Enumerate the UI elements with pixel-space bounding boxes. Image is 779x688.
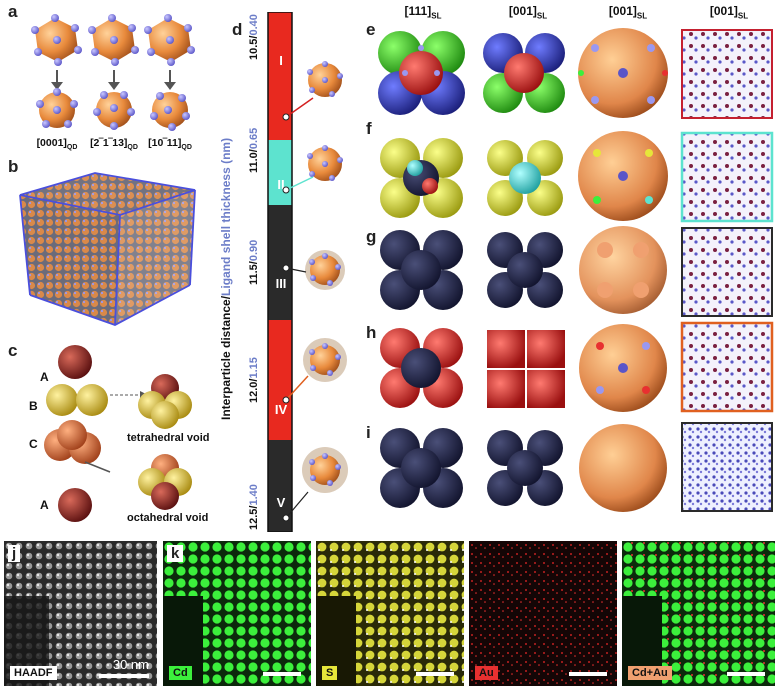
panel-label-k: k bbox=[167, 545, 184, 562]
row-g-view-4 bbox=[681, 227, 773, 317]
scale-bar bbox=[99, 674, 149, 678]
row-h-view-1 bbox=[380, 328, 463, 408]
row-g-view-2 bbox=[487, 232, 563, 308]
phase-label-2: II bbox=[277, 177, 285, 192]
row-h-view-3 bbox=[579, 324, 667, 412]
row-i-view-2 bbox=[487, 430, 563, 506]
haadf-tag: HAADF bbox=[10, 666, 57, 680]
panel-label-f: f bbox=[366, 119, 372, 138]
au-map-texture bbox=[469, 541, 617, 686]
column-header-1: [111]SL bbox=[404, 4, 442, 21]
row-e-view-2 bbox=[483, 33, 565, 113]
panel-label-g: g bbox=[366, 227, 377, 246]
row-i-view-1 bbox=[380, 428, 463, 508]
cd-map-texture bbox=[163, 541, 311, 686]
scale-text: 30 nm bbox=[112, 657, 149, 672]
atom-label-a-bottom: A bbox=[40, 498, 49, 512]
row-e-view-1 bbox=[378, 31, 465, 115]
panel-b-superlattice-cube bbox=[19, 172, 196, 326]
s-scale-bar bbox=[416, 672, 454, 676]
au-tag: Au bbox=[475, 666, 498, 680]
phase-particle-2 bbox=[307, 145, 343, 181]
panel-label-b: b bbox=[8, 157, 19, 176]
direction-label-1: [0001]QD bbox=[36, 137, 78, 152]
cd-scale-bar bbox=[263, 672, 301, 676]
direction-label-2: [2‾1‾13]QD bbox=[90, 137, 138, 152]
atom-label-a-top: A bbox=[40, 370, 49, 384]
panel-j-haadf-image: j HAADF 30 nm bbox=[4, 541, 157, 686]
s-map-texture bbox=[316, 541, 464, 686]
panel-label-d: d bbox=[232, 20, 243, 39]
phase-label-1: I bbox=[279, 53, 283, 68]
y-tick-1: 10.5/0.40 bbox=[248, 14, 260, 60]
superlattice-renders bbox=[378, 28, 774, 512]
phase-label-5: V bbox=[276, 495, 286, 510]
phase-label-4: IV bbox=[274, 402, 288, 417]
row-f-view-2 bbox=[487, 140, 563, 216]
y-tick-4: 12.0/1.15 bbox=[248, 357, 260, 403]
direction-label-3: [10‾11]QD bbox=[148, 137, 192, 152]
row-h-view-4 bbox=[680, 321, 774, 413]
atom-label-b: B bbox=[29, 399, 38, 413]
panel-k-map-au: Au bbox=[469, 541, 617, 686]
haadf-texture bbox=[4, 541, 157, 686]
phase-particle-4 bbox=[303, 338, 347, 382]
row-g-view-3 bbox=[579, 226, 667, 314]
row-g-view-1 bbox=[380, 230, 463, 310]
row-i-view-3 bbox=[579, 424, 667, 512]
y-tick-5: 12.5/1.40 bbox=[248, 484, 260, 530]
row-i-view-4 bbox=[681, 422, 773, 512]
row-e-view-4 bbox=[681, 29, 773, 119]
tetrahedral-void-label: tetrahedral void bbox=[127, 432, 210, 444]
qd-sphere-3 bbox=[150, 92, 190, 131]
qd-shape-top-2 bbox=[88, 14, 139, 66]
panel-label-a: a bbox=[8, 2, 18, 21]
row-e-view-3 bbox=[578, 28, 668, 118]
y-tick-3: 11.5/0.90 bbox=[248, 239, 260, 285]
octahedral-void-label: octahedral void bbox=[127, 512, 209, 524]
y-tick-2: 11.0/0.65 bbox=[248, 127, 260, 173]
panel-k-map-cd: k Cd bbox=[163, 541, 311, 686]
qd-shape-top-1 bbox=[31, 14, 82, 66]
atom-label-c: C bbox=[29, 437, 38, 451]
s-tag: S bbox=[322, 666, 338, 680]
phase-particles bbox=[282, 61, 348, 522]
panel-a-quantum-dots bbox=[31, 14, 195, 131]
panel-k-map-s: S bbox=[316, 541, 464, 686]
column-header-2: [001]SL bbox=[508, 4, 548, 21]
row-h-view-2 bbox=[487, 330, 565, 408]
row-f-view-1 bbox=[380, 138, 463, 218]
y-axis-title: Interparticle distance/Ligand shell thic… bbox=[219, 137, 233, 420]
column-header-3: [001]SL bbox=[608, 4, 648, 21]
au-scale-bar bbox=[569, 672, 607, 676]
phase-particle-1 bbox=[307, 61, 343, 97]
cd-au-scale-bar bbox=[727, 672, 765, 676]
qd-sphere-1 bbox=[36, 88, 78, 128]
qd-shape-top-3 bbox=[144, 14, 195, 66]
phase-particle-3 bbox=[305, 250, 345, 290]
panel-label-e: e bbox=[366, 20, 376, 39]
column-header-4: [001]SL bbox=[709, 4, 749, 21]
row-f-view-4 bbox=[680, 131, 774, 223]
panel-k-map-cd-au: Cd+Au bbox=[622, 541, 775, 686]
cd-au-tag: Cd+Au bbox=[628, 666, 672, 680]
panel-label-j: j bbox=[8, 545, 21, 562]
qd-sphere-2 bbox=[93, 91, 135, 130]
row-f-view-3 bbox=[578, 131, 668, 221]
cd-tag: Cd bbox=[169, 666, 192, 680]
panel-label-h: h bbox=[366, 323, 377, 342]
phase-particle-5 bbox=[302, 447, 348, 493]
phase-label-3: III bbox=[275, 276, 287, 291]
panel-c-stacking-diagram bbox=[44, 345, 192, 522]
panel-label-i: i bbox=[366, 423, 371, 442]
cd-au-map-texture bbox=[622, 541, 775, 686]
panel-label-c: c bbox=[8, 341, 18, 360]
